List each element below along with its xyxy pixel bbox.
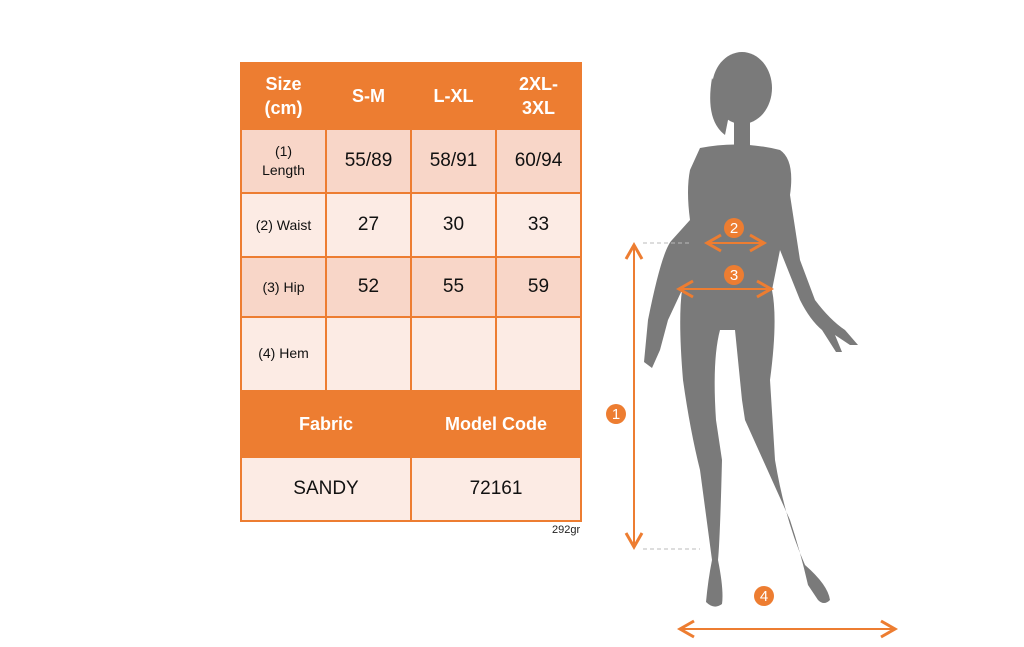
header-s-m: S-M — [325, 62, 412, 130]
table-row-hip: (3) Hip 52 55 59 — [240, 256, 582, 318]
fabric-header: Fabric — [240, 390, 412, 458]
marker-2-label: 2 — [730, 220, 738, 237]
fabric-value: SANDY — [240, 456, 412, 522]
row-label: (2) Waist — [240, 192, 327, 258]
hem-measure: 4 — [676, 586, 899, 639]
hip-measure: 3 — [675, 265, 775, 299]
cell — [325, 316, 412, 392]
table-row-length: (1) Length 55/89 58/91 60/94 — [240, 128, 582, 194]
marker-4-label: 4 — [760, 588, 768, 605]
cell: 30 — [410, 192, 497, 258]
size-chart-table: Size (cm) S-M L-XL 2XL-3XL (1) Length 55… — [240, 62, 582, 522]
marker-4-icon — [754, 586, 774, 606]
model-code-header: Model Code — [410, 390, 582, 458]
footer-value-row: SANDY 72161 — [240, 456, 582, 522]
header-2xl-3xl: 2XL-3XL — [495, 62, 582, 130]
weight-label: 292gr — [552, 524, 581, 536]
row-label: (3) Hip — [240, 256, 327, 318]
cell: 55 — [410, 256, 497, 318]
row-label: (1) Length — [240, 128, 327, 194]
table-row-hem: (4) Hem — [240, 316, 582, 392]
cell: 59 — [495, 256, 582, 318]
cell: 33 — [495, 192, 582, 258]
header-row: Size (cm) S-M L-XL 2XL-3XL — [240, 62, 582, 130]
model-code-value: 72161 — [410, 456, 582, 522]
table-row-waist: (2) Waist 27 30 33 — [240, 192, 582, 258]
cell — [495, 316, 582, 392]
header-size: Size (cm) — [240, 62, 327, 130]
cell: 52 — [325, 256, 412, 318]
marker-3-label: 3 — [730, 267, 738, 284]
waist-measure: 2 — [703, 218, 768, 253]
marker-3-icon — [724, 265, 744, 285]
cell: 58/91 — [410, 128, 497, 194]
length-measure: 1 — [606, 241, 700, 551]
marker-1-label: 1 — [612, 406, 620, 423]
footer-header-row: Fabric Model Code — [240, 390, 582, 458]
cell: 60/94 — [495, 128, 582, 194]
body-silhouette — [644, 52, 858, 607]
header-l-xl: L-XL — [410, 62, 497, 130]
row-label: (4) Hem — [240, 316, 327, 392]
cell: 55/89 — [325, 128, 412, 194]
cell: 27 — [325, 192, 412, 258]
marker-2-icon — [724, 218, 744, 238]
marker-1-icon — [606, 404, 626, 424]
cell — [410, 316, 497, 392]
